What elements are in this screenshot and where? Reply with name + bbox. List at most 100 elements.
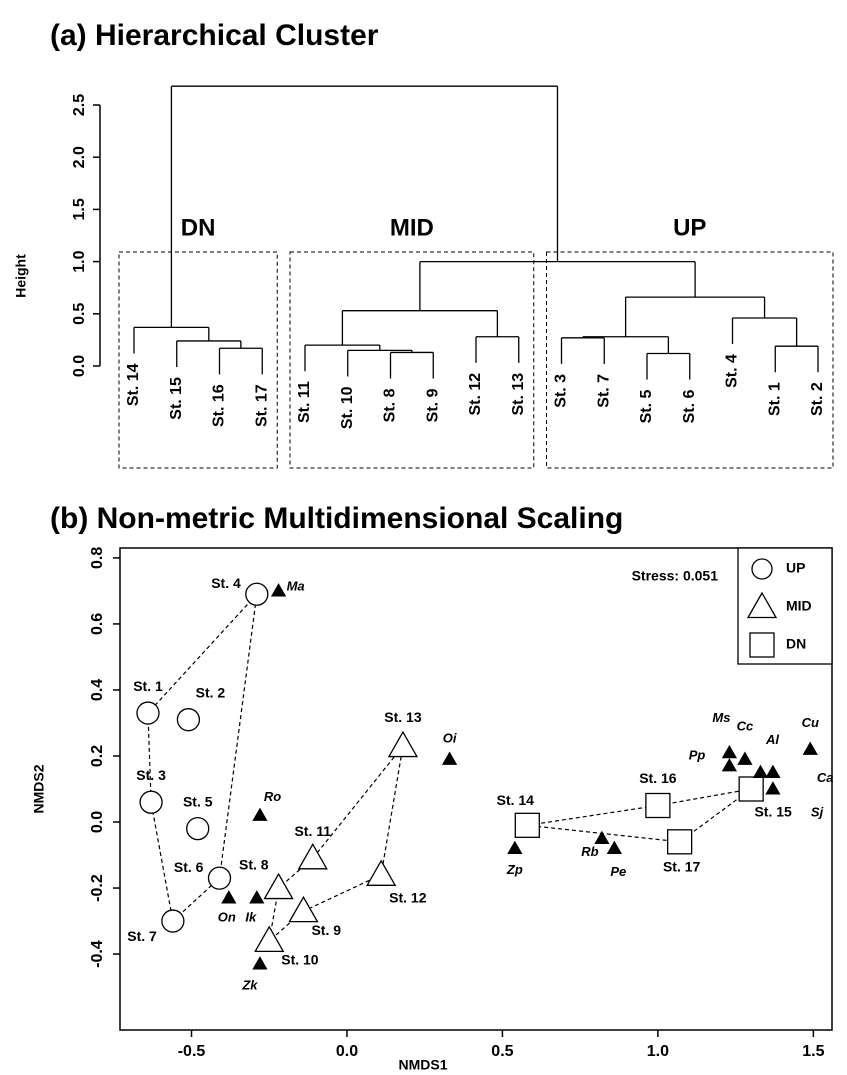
point-triangle [263,872,294,900]
legend-label: MID [786,598,812,614]
x-tick-label: 1.0 [647,1043,669,1060]
species-label: Sj [811,804,824,819]
x-tick-label: 0.5 [491,1043,513,1060]
y-tick-label: 0.4 [89,679,106,701]
group-hull [147,593,258,923]
legend-label: UP [786,560,805,576]
leaf-label: St. 17 [253,384,270,427]
cluster-label: MID [390,214,434,241]
station-label: St. 10 [281,952,319,968]
station-label: St. 6 [174,859,204,875]
species-point [221,890,237,904]
point-square [645,792,671,819]
species-label: Pe [610,864,626,879]
point-circle [245,582,269,606]
leaf-label: St. 16 [211,384,228,427]
species-label: Ms [712,710,730,725]
species-label: Zk [241,977,258,992]
y-tick-label: 2.5 [71,94,88,116]
point-square [514,812,540,838]
leaf-label: St. 7 [595,374,612,408]
y-tick-label: 1.0 [71,250,88,272]
legend-marker [749,632,775,658]
point-circle [186,816,210,841]
cluster-label: UP [673,214,706,241]
species-label: Cu [802,715,819,730]
point-circle [139,790,163,814]
point-triangle [297,843,328,870]
chart-title: (b) Non-metric Multidimensional Scaling [50,502,623,535]
leaf-label: St. 10 [339,386,356,429]
cluster-label: DN [181,214,216,241]
y-tick-label: 1.5 [71,198,88,220]
point-square [738,776,764,802]
station-label: St. 2 [196,684,226,700]
station-label: St. 5 [183,793,213,809]
chart-title: (a) Hierarchical Cluster [50,19,379,52]
species-point [594,830,610,845]
station-label: St. 9 [311,922,341,938]
point-triangle [366,859,397,886]
species-label: Zp [506,862,523,877]
leaf-label: St. 1 [766,382,783,416]
leaf-label: St. 12 [467,373,484,416]
station-label: St. 16 [639,770,677,786]
point-circle [161,909,185,933]
point-circle [136,701,160,725]
legend-label: DN [786,636,806,652]
station-label: St. 14 [497,792,535,808]
station-label: St. 3 [136,767,166,783]
species-label: Rb [581,844,598,859]
y-tick-label: 0.0 [71,355,88,377]
y-tick-label: 0.6 [89,613,106,635]
species-label: Ma [287,578,305,593]
species-label: Al [765,732,779,747]
leaf-label: St. 13 [510,373,527,416]
cluster-box [118,251,278,469]
species-point [441,751,458,765]
x-tick-label: 1.5 [802,1043,824,1060]
leaf-label: St. 2 [809,382,826,416]
point-triangle [288,895,319,923]
species-point [737,751,753,765]
y-tick-label: -0.4 [89,940,106,968]
leaf-label: St. 11 [296,381,313,423]
y-axis-label: NMDS2 [31,764,47,813]
station-label: St. 7 [127,928,157,944]
station-label: St. 15 [754,804,792,820]
point-square [667,829,693,855]
leaf-label: St. 4 [724,354,741,388]
y-tick-label: 2.0 [71,146,88,168]
point-circle [176,708,201,732]
point-circle [207,866,232,890]
legend-marker [746,591,778,619]
species-label: Pp [689,747,706,762]
group-hull [527,788,752,843]
cluster-box [546,251,834,469]
species-point [252,956,268,970]
species-label: Oi [443,731,457,746]
station-label: St. 11 [294,823,331,839]
station-label: St. 12 [389,890,427,906]
x-tick-label: 0.0 [336,1043,358,1060]
species-point [721,744,738,759]
leaf-label: St. 8 [382,388,399,422]
species-point [606,840,622,854]
leaf-label: St. 14 [125,363,142,406]
species-point [507,840,523,854]
leaf-label: St. 9 [424,388,441,422]
point-triangle [254,925,285,953]
species-point [721,758,738,772]
y-axis-label: Height [13,254,29,298]
species-label: On [218,909,236,924]
species-point [252,807,268,821]
station-label: St. 1 [133,678,163,694]
species-point [752,764,769,779]
species-point [802,741,818,755]
point-triangle [387,730,419,758]
leaf-label: St. 6 [681,389,698,423]
y-tick-label: 0.2 [89,745,106,767]
species-label: Ik [245,909,257,924]
station-label: St. 4 [211,575,241,591]
species-point [270,583,287,597]
